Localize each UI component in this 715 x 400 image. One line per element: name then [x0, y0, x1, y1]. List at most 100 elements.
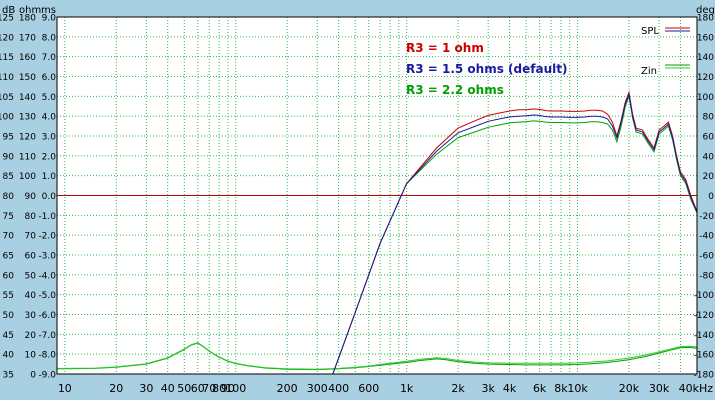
y-tick-ms-13: 4.0	[42, 113, 57, 123]
y-tick-ohm-11: 110	[19, 152, 36, 162]
y-tick-deg-13: 80	[703, 113, 715, 123]
y-tick-ohm-0: 0	[30, 371, 36, 381]
y-tick-db-4: 55	[3, 291, 14, 301]
annotation-r3-1-ohm: R3 = 1 ohm	[406, 41, 484, 55]
y-tick-db-0: 35	[3, 371, 14, 381]
y-tick-deg-17: 160	[697, 33, 714, 43]
y-tick-db-12: 95	[3, 133, 14, 143]
y-tick-db-11: 90	[3, 152, 15, 162]
y-tick-deg-5: -80	[699, 271, 714, 281]
y-tick-ohm-3: 30	[25, 311, 37, 321]
axis-header-db: dB	[2, 5, 15, 16]
y-tick-db-7: 70	[3, 232, 15, 242]
axis-header-ms: ms	[41, 5, 56, 16]
y-tick-ms-6: -3.0	[38, 252, 56, 262]
series-line-r3-1-ohm	[332, 90, 697, 374]
y-tick-ms-9: 0.0	[42, 192, 57, 202]
x-tick-13: 600	[358, 382, 379, 395]
y-tick-deg-4: -100	[694, 291, 715, 301]
y-tick-ohm-5: 50	[25, 271, 37, 281]
x-tick-9: 100	[225, 382, 246, 395]
y-tick-ms-14: 5.0	[42, 93, 57, 103]
y-tick-deg-16: 140	[697, 53, 714, 63]
x-tick-3: 40	[161, 382, 175, 395]
y-tick-deg-9: 0	[708, 192, 714, 202]
y-tick-deg-15: 120	[697, 73, 714, 83]
x-tick-23: 40kHz	[679, 382, 714, 395]
x-tick-6: 70	[202, 382, 216, 395]
y-tick-ohm-10: 100	[19, 172, 36, 182]
y-tick-ohm-14: 140	[19, 93, 36, 103]
grid-lines	[57, 17, 697, 374]
x-tick-19: 8k	[554, 382, 568, 395]
y-tick-db-13: 100	[0, 113, 14, 123]
y-tick-db-17: 120	[0, 33, 14, 43]
x-tick-16: 3k	[481, 382, 495, 395]
y-tick-ms-10: 1.0	[42, 172, 57, 182]
y-tick-ohm-13: 130	[19, 113, 36, 123]
y-tick-ms-2: -7.0	[38, 331, 56, 341]
y-tick-db-2: 45	[3, 331, 14, 341]
x-tick-22: 30k	[649, 382, 670, 395]
annotation-r3-2-2-ohms: R3 = 2.2 ohms	[406, 83, 504, 97]
y-tick-ms-18: 9.0	[42, 14, 57, 24]
y-tick-db-9: 80	[3, 192, 15, 202]
series-line-zin-2	[57, 342, 697, 370]
axis-header-ohm: ohm	[19, 5, 41, 16]
y-tick-ms-1: -8.0	[38, 351, 56, 361]
x-tick-0: 10	[58, 382, 72, 395]
y-tick-ms-7: -2.0	[38, 232, 56, 242]
x-tick-1: 20	[109, 382, 123, 395]
y-tick-ms-17: 8.0	[42, 33, 57, 43]
y-tick-ohm-17: 170	[19, 33, 36, 43]
y-tick-ohm-7: 70	[25, 232, 37, 242]
y-tick-db-3: 50	[3, 311, 15, 321]
annotations: R3 = 1 ohm R3 = 1.5 ohms (default) R3 = …	[406, 41, 567, 97]
y-tick-deg-12: 60	[703, 133, 715, 143]
y-tick-ohm-1: 10	[25, 351, 37, 361]
y-tick-deg-1: -160	[694, 351, 715, 361]
x-tick-20: 10k	[567, 382, 588, 395]
y-tick-db-15: 110	[0, 73, 14, 83]
x-tick-21: 20k	[619, 382, 640, 395]
y-tick-deg-2: -140	[694, 331, 715, 341]
x-tick-17: 4k	[503, 382, 517, 395]
annotation-r3-1-5-ohms: R3 = 1.5 ohms (default)	[406, 62, 567, 76]
x-tick-11: 300	[307, 382, 328, 395]
y-tick-ms-15: 6.0	[42, 73, 57, 83]
legend: SPL Zin	[641, 26, 690, 77]
y-tick-deg-11: 40	[703, 152, 715, 162]
y-tick-db-18: 125	[0, 14, 14, 24]
y-tick-ohm-2: 20	[25, 331, 37, 341]
x-tick-8: 90	[221, 382, 235, 395]
y-tick-ms-5: -4.0	[38, 271, 56, 281]
x-tick-15: 2k	[451, 382, 465, 395]
legend-label-spl: SPL	[641, 26, 659, 37]
series-line-r3-1-5-ohms-default	[332, 92, 697, 374]
plot-frame	[56, 16, 698, 375]
y-tick-ms-16: 7.0	[42, 53, 57, 63]
y-tick-deg-0: -180	[694, 371, 715, 381]
y-tick-ohm-4: 40	[25, 291, 37, 301]
y-tick-ohm-18: 180	[19, 14, 36, 24]
y-tick-ms-3: -6.0	[38, 311, 56, 321]
x-tick-12: 400	[328, 382, 349, 395]
y-tick-deg-18: 180	[697, 14, 714, 24]
y-tick-ohm-16: 160	[19, 53, 36, 63]
y-tick-db-14: 105	[0, 93, 14, 103]
y-tick-db-6: 65	[3, 252, 14, 262]
y-tick-ms-4: -5.0	[38, 291, 56, 301]
data-series	[57, 90, 697, 374]
y-tick-db-16: 115	[0, 53, 14, 63]
x-tick-5: 60	[191, 382, 205, 395]
x-tick-18: 6k	[533, 382, 547, 395]
y-tick-ms-0: -9.0	[38, 371, 56, 381]
y-tick-ms-11: 2.0	[42, 152, 57, 162]
y-tick-ohm-12: 120	[19, 133, 36, 143]
y-tick-ms-12: 3.0	[42, 133, 57, 143]
y-tick-ohm-15: 150	[19, 73, 36, 83]
legend-label-zin: Zin	[641, 66, 657, 77]
x-tick-2: 30	[139, 382, 153, 395]
